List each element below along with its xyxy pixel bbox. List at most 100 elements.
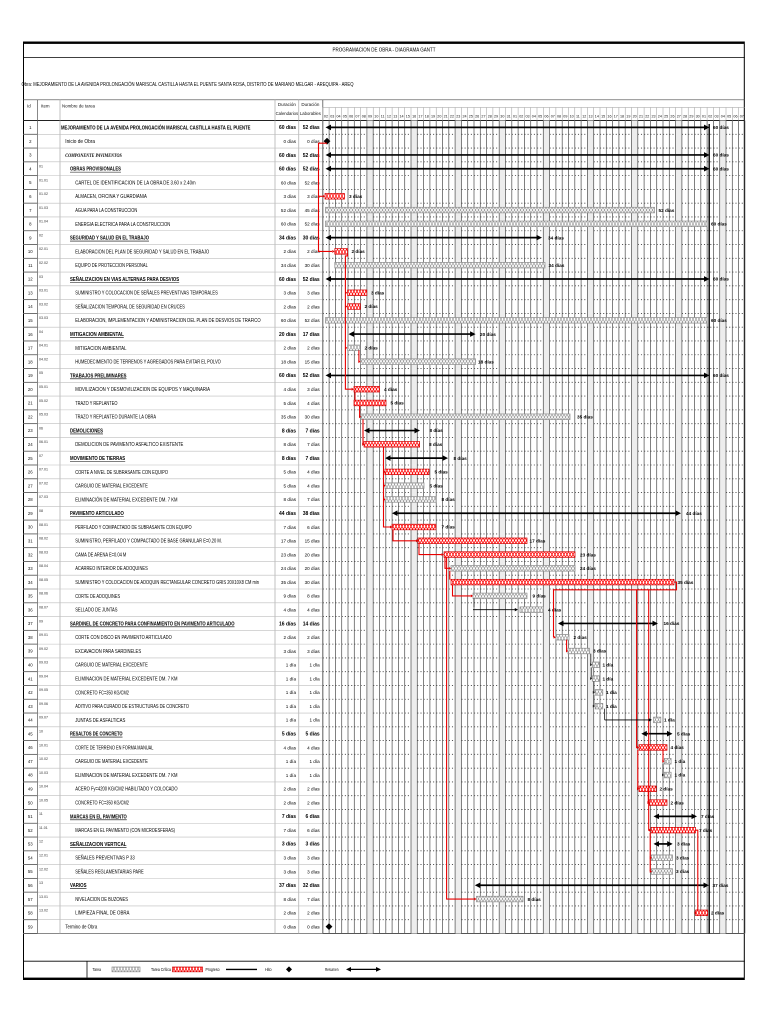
svg-text:3 días: 3 días: [307, 387, 320, 392]
svg-text:35 días: 35 días: [577, 414, 593, 419]
svg-text:09.07: 09.07: [39, 716, 48, 720]
svg-text:1 día: 1 día: [664, 718, 675, 723]
svg-text:3 días: 3 días: [593, 649, 607, 654]
svg-text:19: 19: [626, 114, 630, 118]
svg-text:2 días: 2 días: [283, 304, 296, 309]
svg-text:51: 51: [28, 814, 33, 819]
svg-text:SEÑALES PREVENTIVAS P 33: SEÑALES PREVENTIVAS P 33: [75, 855, 135, 862]
svg-text:09.03: 09.03: [39, 661, 48, 665]
svg-text:1 día: 1 día: [286, 663, 297, 668]
svg-text:7 días: 7 días: [282, 814, 296, 820]
svg-text:08: 08: [557, 114, 561, 118]
svg-text:17: 17: [28, 346, 33, 351]
svg-text:RESALTOS DE CONCRETO: RESALTOS DE CONCRETO: [70, 732, 123, 738]
svg-text:06.01: 06.01: [39, 440, 48, 444]
svg-text:52 días: 52 días: [305, 180, 321, 185]
svg-text:03: 03: [525, 114, 529, 118]
svg-text:SUMINISTRO Y COLOCACION DE ADO: SUMINISTRO Y COLOCACION DE ADOQUIN RECTA…: [75, 580, 259, 586]
svg-text:35 días: 35 días: [678, 580, 694, 585]
svg-text:34 días: 34 días: [279, 235, 296, 241]
svg-text:20: 20: [437, 114, 441, 118]
svg-text:ELIMINACIÓN DE MATERIAL EXCEDE: ELIMINACIÓN DE MATERIAL EXCEDENTE DM. 7 …: [75, 496, 177, 503]
svg-text:4 días: 4 días: [307, 470, 320, 475]
svg-text:2 días: 2 días: [307, 346, 320, 351]
svg-text:23 días: 23 días: [281, 552, 297, 557]
svg-text:3 días: 3 días: [371, 290, 385, 295]
svg-text:1 día: 1 día: [309, 704, 320, 709]
svg-text:03.03: 03.03: [39, 316, 48, 320]
svg-text:MEJORAMIENTO DE LA AVENIDA PRO: MEJORAMIENTO DE LA AVENIDA PROLONGACIÓN …: [61, 123, 251, 131]
svg-text:08.03: 08.03: [39, 550, 48, 554]
svg-text:30 días: 30 días: [305, 580, 321, 585]
svg-text:MOVIMIENTO DE TIERRAS: MOVIMIENTO DE TIERRAS: [70, 456, 126, 462]
svg-text:1 día: 1 día: [286, 676, 297, 681]
svg-text:2 días: 2 días: [307, 249, 320, 254]
svg-text:08.04: 08.04: [39, 564, 48, 568]
svg-text:10.01: 10.01: [39, 743, 48, 747]
svg-text:41: 41: [28, 676, 33, 681]
svg-text:4 días: 4 días: [283, 607, 296, 612]
svg-text:22: 22: [28, 414, 33, 419]
svg-text:18 días: 18 días: [281, 359, 297, 364]
svg-text:04.01: 04.01: [39, 344, 48, 348]
svg-text:25: 25: [469, 114, 473, 118]
svg-text:06: 06: [349, 114, 353, 118]
svg-text:56: 56: [28, 883, 33, 888]
svg-text:2 días: 2 días: [283, 787, 296, 792]
svg-text:04.02: 04.02: [39, 357, 48, 361]
svg-text:3 días: 3 días: [307, 869, 320, 874]
svg-text:7 días: 7 días: [306, 456, 320, 462]
svg-text:8 días: 8 días: [307, 594, 320, 599]
svg-text:20: 20: [633, 114, 637, 118]
svg-text:21: 21: [639, 114, 643, 118]
svg-text:09.01: 09.01: [39, 633, 48, 637]
svg-text:1 día: 1 día: [286, 690, 297, 695]
svg-text:12: 12: [582, 114, 586, 118]
svg-text:ELIMINACION DE MATERIAL EXCEDE: ELIMINACION DE MATERIAL EXCEDENTE DM. 7 …: [75, 676, 177, 682]
svg-text:0 días: 0 días: [307, 924, 320, 929]
svg-text:15: 15: [28, 318, 33, 323]
svg-text:13: 13: [28, 290, 33, 295]
svg-text:2 días: 2 días: [283, 346, 296, 351]
svg-text:07: 07: [355, 114, 359, 118]
svg-text:26: 26: [475, 114, 479, 118]
svg-text:DEMOLICION DE PAVIMENTO ASFALT: DEMOLICION DE PAVIMENTO ASFALTICO EXISTE…: [75, 442, 184, 448]
svg-text:2 días: 2 días: [283, 635, 296, 640]
svg-text:60 días: 60 días: [711, 222, 727, 227]
svg-text:01.02: 01.02: [39, 192, 48, 196]
svg-text:17 días: 17 días: [281, 539, 297, 544]
svg-text:27: 27: [28, 483, 33, 488]
svg-text:5 días: 5 días: [283, 483, 296, 488]
svg-text:08.06: 08.06: [39, 592, 48, 596]
svg-text:28: 28: [28, 497, 33, 502]
svg-text:46: 46: [28, 745, 33, 750]
svg-text:24: 24: [462, 114, 466, 118]
svg-text:15 días: 15 días: [305, 359, 321, 364]
svg-text:29: 29: [494, 114, 498, 118]
svg-text:13: 13: [393, 114, 397, 118]
svg-text:48: 48: [28, 773, 33, 778]
svg-text:SEÑALIZACION VERTICAL: SEÑALIZACION VERTICAL: [70, 841, 127, 848]
svg-text:60 días: 60 días: [711, 318, 727, 323]
svg-text:60 días: 60 días: [713, 373, 729, 378]
svg-text:CORTE A NIVEL DE SUBRASANTE CO: CORTE A NIVEL DE SUBRASANTE CON EQUIPO: [75, 470, 168, 476]
svg-text:AGUA PARA LA CONSTRUCCION: AGUA PARA LA CONSTRUCCION: [75, 208, 137, 214]
svg-text:02.01: 02.01: [39, 247, 48, 251]
svg-text:EXCAVACION PARA SARDINELES: EXCAVACION PARA SARDINELES: [75, 649, 141, 655]
svg-text:26: 26: [670, 114, 674, 118]
svg-text:CORTE CON DISCO EN PAVIMENTO A: CORTE CON DISCO EN PAVIMENTO ARTICULADO: [75, 635, 172, 641]
svg-text:31: 31: [28, 538, 33, 543]
svg-text:TRAZO Y REPLANTEO DURANTE LA O: TRAZO Y REPLANTEO DURANTE LA OBRA: [75, 415, 156, 421]
svg-text:8 días: 8 días: [442, 497, 456, 502]
svg-text:11: 11: [28, 263, 33, 268]
svg-text:02: 02: [708, 114, 712, 118]
svg-text:52 días: 52 días: [303, 277, 320, 283]
svg-text:02: 02: [39, 233, 43, 237]
svg-text:05: 05: [727, 114, 731, 118]
svg-text:28: 28: [683, 114, 687, 118]
svg-text:01.04: 01.04: [39, 220, 48, 224]
svg-text:2 días: 2 días: [307, 304, 320, 309]
svg-text:08.07: 08.07: [39, 605, 48, 609]
svg-text:1: 1: [29, 125, 32, 130]
svg-text:16 días: 16 días: [664, 621, 680, 626]
